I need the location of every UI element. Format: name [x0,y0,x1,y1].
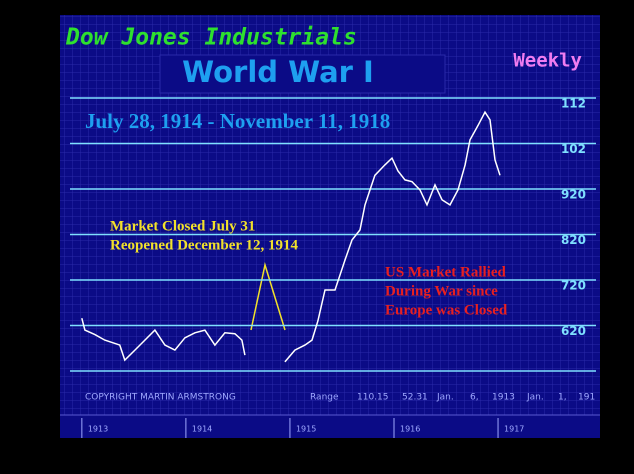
x-tick-label: 1913 [88,425,108,434]
annotation: Reopened December 12, 1914 [110,237,299,253]
x-tick-label: 1916 [400,425,420,434]
y-tick-label: 620 [561,324,586,338]
date-strip [60,415,600,438]
annotation: During War since [385,283,498,299]
date-range: July 28, 1914 - November 11, 1918 [85,109,390,133]
price-line [81,318,246,362]
y-tick-label: 920 [561,188,586,202]
footer-text: 52.31 [402,393,428,403]
footer-text: 1, [558,393,567,403]
annotation: Europe was Closed [385,302,508,318]
x-tick-label: 1915 [296,425,316,434]
chart-title: Dow Jones Industrials [65,25,357,51]
period: Weekly [513,50,582,72]
y-tick-label: 820 [561,233,586,247]
x-tick-label: 1914 [192,425,212,434]
y-tick-label: 102 [561,142,586,156]
annotation: US Market Rallied [385,264,506,280]
footer: COPYRIGHT MARTIN ARMSTRONG Range 110.15 … [85,393,595,403]
footer-text: 1913 [492,393,515,403]
footer-text: 191 [578,393,595,403]
footer-text: COPYRIGHT MARTIN ARMSTRONG [85,393,236,403]
subtitle-box [159,54,446,94]
annotation: Market Closed July 31 [110,218,255,234]
y-tick-label: 720 [561,279,586,293]
price-line [284,110,501,363]
y-tick-label: 112 [561,97,586,111]
footer-text: Jan. [526,393,544,403]
footer-text: 110.15 [357,393,389,403]
x-tick-label: 1917 [504,425,524,434]
annotation-pointer [250,262,286,331]
subtitle: World War I [182,55,374,89]
footer-text: Range [310,393,339,403]
footer-text: 6, [470,393,479,403]
footer-text: Jan. [436,393,454,403]
